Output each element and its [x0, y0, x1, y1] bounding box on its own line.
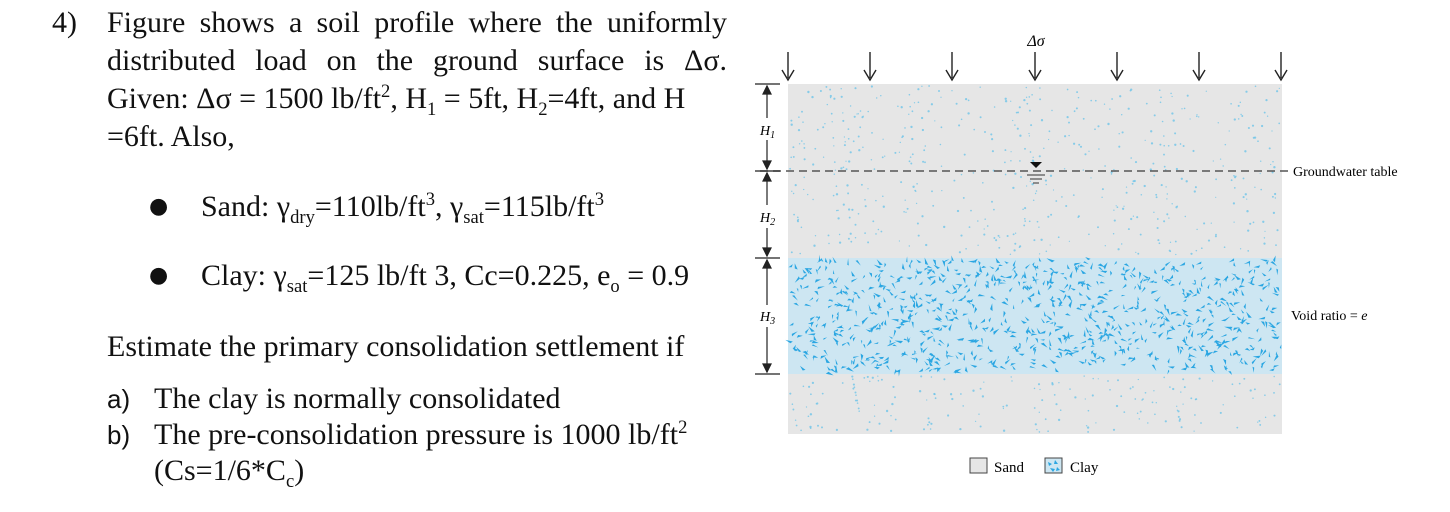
legend-clay-label: Clay: [1070, 460, 1099, 476]
h3-label: H3: [759, 310, 775, 327]
groundwater-label: Groundwater table: [1293, 165, 1398, 180]
estimate-question: Estimate the primary consolidation settl…: [107, 330, 685, 363]
option-b-note: (Cs=1/6*Cc): [154, 454, 305, 492]
load-arrows: [781, 52, 1288, 82]
legend-sand-label: Sand: [994, 460, 1025, 476]
void-ratio-label: Void ratio = e: [1291, 309, 1367, 324]
bullet-icon: ●: [149, 263, 169, 288]
water-table-icon: [1027, 162, 1045, 184]
soil-profile-figure: Δσ Groundwater table Void ratio = e H1 H…: [755, 33, 1398, 476]
h2-label: H2: [759, 211, 775, 228]
bullet-icon: ●: [149, 194, 169, 219]
legend-sand-swatch: [969, 457, 988, 474]
clay-flecks: [785, 254, 1282, 377]
load-label: Δσ: [1026, 33, 1045, 50]
legend: Sand Clay: [969, 457, 1099, 476]
dimension-lines: [755, 83, 780, 375]
h1-label: H1: [759, 124, 775, 141]
sand-dots: [789, 85, 1281, 433]
clay-layer: [788, 258, 1282, 374]
problem-statement: Figure shows a soil profile where the un…: [107, 6, 727, 153]
question-number: 4): [52, 6, 77, 39]
